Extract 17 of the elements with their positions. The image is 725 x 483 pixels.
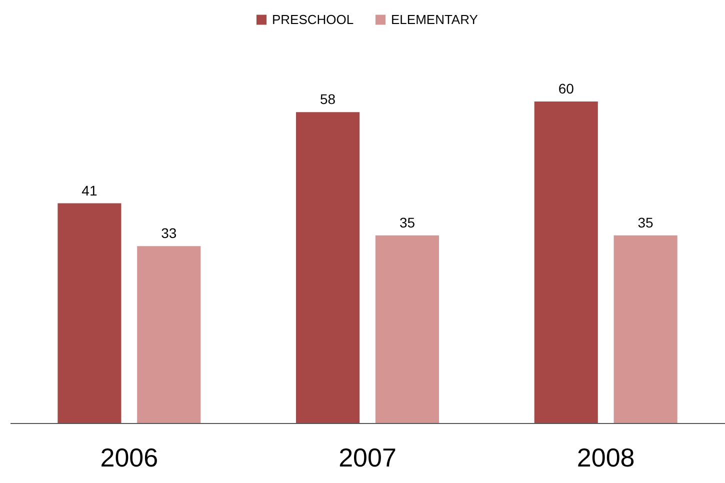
- data-label: 41: [82, 182, 98, 198]
- legend-label: PRESCHOOL: [272, 12, 354, 27]
- data-label: 35: [399, 214, 416, 230]
- bar: [296, 112, 360, 423]
- data-label: 33: [161, 225, 177, 242]
- x-tick-label: 2008: [576, 442, 635, 472]
- bar: [534, 101, 598, 423]
- x-tick-label: 2006: [100, 442, 158, 472]
- bar: [137, 246, 201, 423]
- x-tick-label: 2007: [338, 442, 396, 472]
- bar: [375, 235, 439, 423]
- data-label: 58: [320, 91, 336, 108]
- data-label: 35: [638, 214, 654, 230]
- legend-label: ELEMENTARY: [391, 12, 478, 27]
- bar: [58, 203, 122, 423]
- bar: [614, 235, 678, 423]
- data-label: 60: [558, 80, 574, 96]
